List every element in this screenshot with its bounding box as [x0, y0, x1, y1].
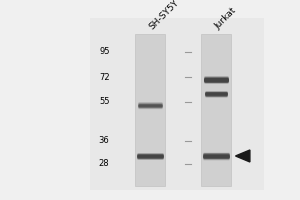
Text: 72: 72 [99, 73, 110, 82]
Bar [135, 34, 165, 186]
Text: 55: 55 [99, 97, 110, 106]
Text: 36: 36 [99, 136, 110, 145]
Text: 28: 28 [99, 159, 110, 168]
Text: SH-SY5Y: SH-SY5Y [147, 0, 180, 31]
Text: Jurkat: Jurkat [213, 6, 238, 31]
Polygon shape [236, 150, 250, 162]
Text: 95: 95 [99, 47, 110, 56]
Bar [201, 34, 231, 186]
Bar [90, 18, 264, 190]
